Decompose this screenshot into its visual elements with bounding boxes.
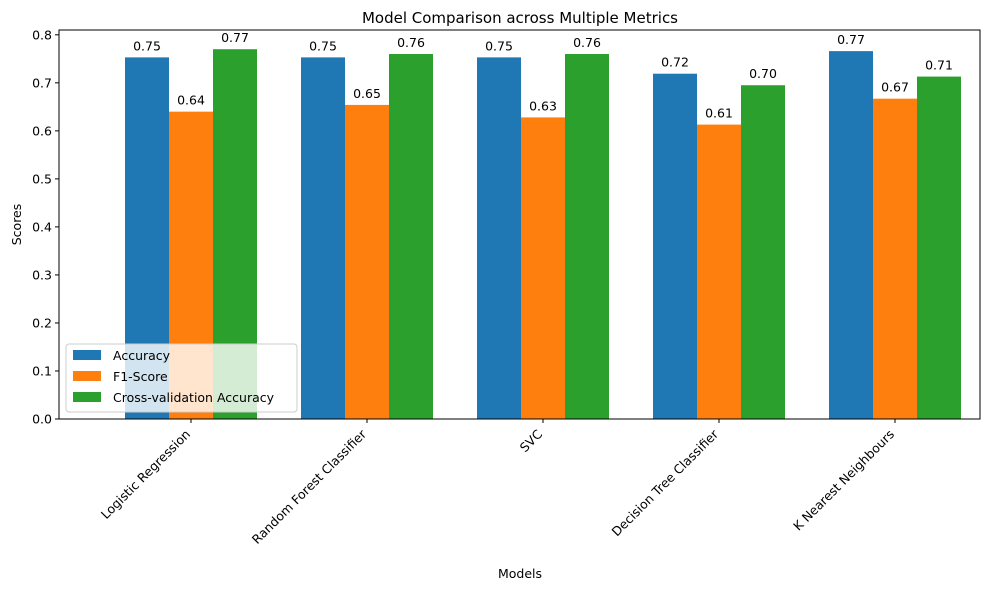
data-label: 0.67 bbox=[881, 80, 909, 95]
y-tick-label: 0.8 bbox=[32, 27, 52, 42]
x-tick-label: Logistic Regression bbox=[98, 427, 193, 522]
data-label: 0.75 bbox=[309, 38, 337, 53]
bar bbox=[829, 51, 873, 420]
y-tick-label: 0.4 bbox=[32, 219, 52, 234]
bar bbox=[389, 54, 433, 420]
data-label: 0.77 bbox=[837, 32, 865, 47]
y-tick-label: 0.3 bbox=[32, 267, 52, 282]
y-tick-label: 0.1 bbox=[32, 363, 52, 378]
bar bbox=[345, 104, 389, 419]
data-label: 0.70 bbox=[749, 66, 777, 81]
bar bbox=[653, 73, 697, 420]
y-tick-label: 0.2 bbox=[32, 315, 52, 330]
y-axis-label: Scores bbox=[9, 204, 24, 246]
x-axis: Logistic Regression Random Forest Classif… bbox=[98, 419, 897, 547]
data-label: 0.61 bbox=[705, 106, 733, 121]
data-label: 0.71 bbox=[925, 58, 953, 73]
legend-label: F1-Score bbox=[113, 369, 168, 384]
legend-swatch bbox=[73, 350, 101, 360]
legend-swatch bbox=[73, 371, 101, 381]
data-label: 0.77 bbox=[221, 30, 249, 45]
y-tick-label: 0.6 bbox=[32, 123, 52, 138]
y-tick-label: 0.5 bbox=[32, 171, 52, 186]
bar bbox=[917, 76, 961, 419]
data-label: 0.76 bbox=[573, 35, 601, 50]
y-axis: 0.0 0.1 0.2 0.3 0.4 0.5 0.6 0.7 0.8 bbox=[32, 27, 59, 427]
data-labels-group: 0.75 0.75 0.75 0.72 0.77 0.64 0.65 0.63 0.61 0.67… bbox=[133, 30, 953, 120]
bar bbox=[873, 98, 917, 420]
bar bbox=[301, 57, 345, 419]
data-label: 0.72 bbox=[661, 55, 689, 70]
x-axis-label: Models bbox=[498, 566, 542, 581]
legend-label: Cross-validation Accuracy bbox=[113, 390, 275, 405]
chart-title: Model Comparison across Multiple Metrics bbox=[362, 9, 678, 27]
legend: Accuracy F1-Score Cross-validation Accurac… bbox=[65, 343, 298, 413]
x-tick-label: Decision Tree Classifier bbox=[608, 426, 721, 539]
bar bbox=[521, 117, 565, 419]
data-label: 0.75 bbox=[485, 38, 513, 53]
bars-group bbox=[125, 49, 961, 420]
data-label: 0.63 bbox=[529, 98, 557, 113]
bar bbox=[477, 57, 521, 419]
x-tick-label: SVC bbox=[517, 426, 546, 455]
data-label: 0.64 bbox=[177, 93, 205, 108]
x-tick-label: K Nearest Neighbours bbox=[790, 427, 897, 534]
data-label: 0.65 bbox=[353, 86, 381, 101]
bar bbox=[697, 124, 741, 419]
legend-box bbox=[65, 343, 298, 413]
data-label: 0.76 bbox=[397, 35, 425, 50]
bar bbox=[741, 85, 785, 419]
y-tick-label: 0.0 bbox=[32, 412, 52, 427]
x-tick-label: Random Forest Classifier bbox=[249, 426, 370, 547]
legend-label: Accuracy bbox=[113, 348, 171, 363]
bar bbox=[565, 54, 609, 420]
plot-frame bbox=[58, 29, 981, 420]
data-label: 0.75 bbox=[133, 38, 161, 53]
legend-swatch bbox=[73, 392, 101, 402]
y-tick-label: 0.7 bbox=[32, 75, 52, 90]
